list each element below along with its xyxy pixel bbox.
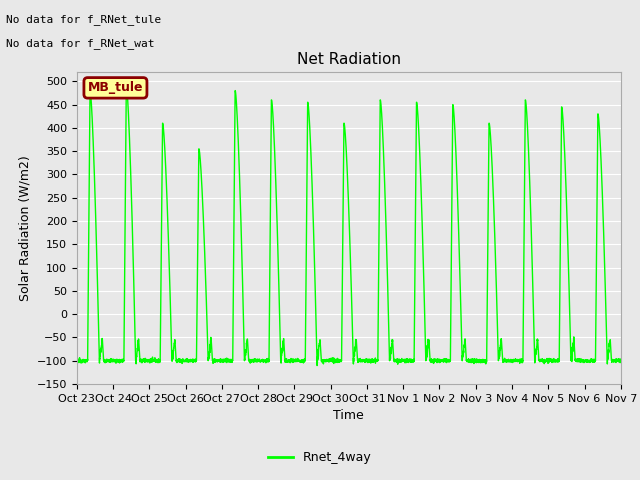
Y-axis label: Solar Radiation (W/m2): Solar Radiation (W/m2)	[18, 155, 31, 301]
Text: MB_tule: MB_tule	[88, 82, 143, 95]
Title: Net Radiation: Net Radiation	[297, 52, 401, 67]
X-axis label: Time: Time	[333, 409, 364, 422]
Text: No data for f_RNet_wat: No data for f_RNet_wat	[6, 38, 155, 49]
Text: No data for f_RNet_tule: No data for f_RNet_tule	[6, 14, 162, 25]
Legend: Rnet_4way: Rnet_4way	[263, 446, 377, 469]
